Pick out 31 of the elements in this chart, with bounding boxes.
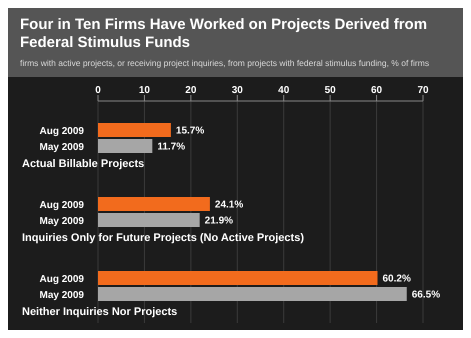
data-label: 15.7%: [176, 126, 204, 137]
y-tick-label: Actual Billable Projects: [22, 158, 144, 170]
bar: [98, 123, 171, 137]
chart-subtitle: firms with active projects, or receiving project inquiries, from projects with federal stimulus funding, % of firms: [20, 58, 430, 69]
bar: [98, 287, 407, 301]
bar: [98, 213, 200, 227]
bar: [98, 139, 152, 153]
x-tick-label: 60: [371, 85, 383, 96]
x-tick-label: 10: [138, 85, 150, 96]
series-label: May 2009: [40, 142, 84, 153]
bar: [98, 271, 378, 285]
x-tick-label: 40: [278, 85, 290, 96]
data-label: 66.5%: [412, 290, 440, 301]
bar: [98, 197, 210, 211]
chart-title: Four in Ten Firms Have Worked on Projects Derived from Federal Stimulus Funds: [20, 16, 428, 52]
data-label: 24.1%: [214, 200, 244, 211]
data-label: 11.7%: [157, 142, 186, 153]
text: May 2009: [40, 290, 84, 301]
x-tick-label: 70: [417, 85, 429, 96]
data-label: 21.9%: [204, 216, 234, 227]
x-tick-label: 30: [232, 85, 244, 96]
text: Aug 2009: [40, 200, 84, 211]
x-tick-label: 20: [185, 85, 197, 96]
y-tick-label: Inquiries Only for Future Projects (No Active Projects): [22, 232, 304, 244]
y-tick-label: Neither Inquiries Nor Projects: [22, 306, 178, 318]
text: Aug 2009: [40, 274, 84, 285]
x-tick-label: 0: [95, 85, 102, 96]
series-label: Aug 2009: [40, 126, 84, 137]
x-tick-label: 50: [324, 85, 336, 96]
text: May 2009: [40, 216, 84, 227]
data-label: 60.2%: [382, 274, 411, 285]
